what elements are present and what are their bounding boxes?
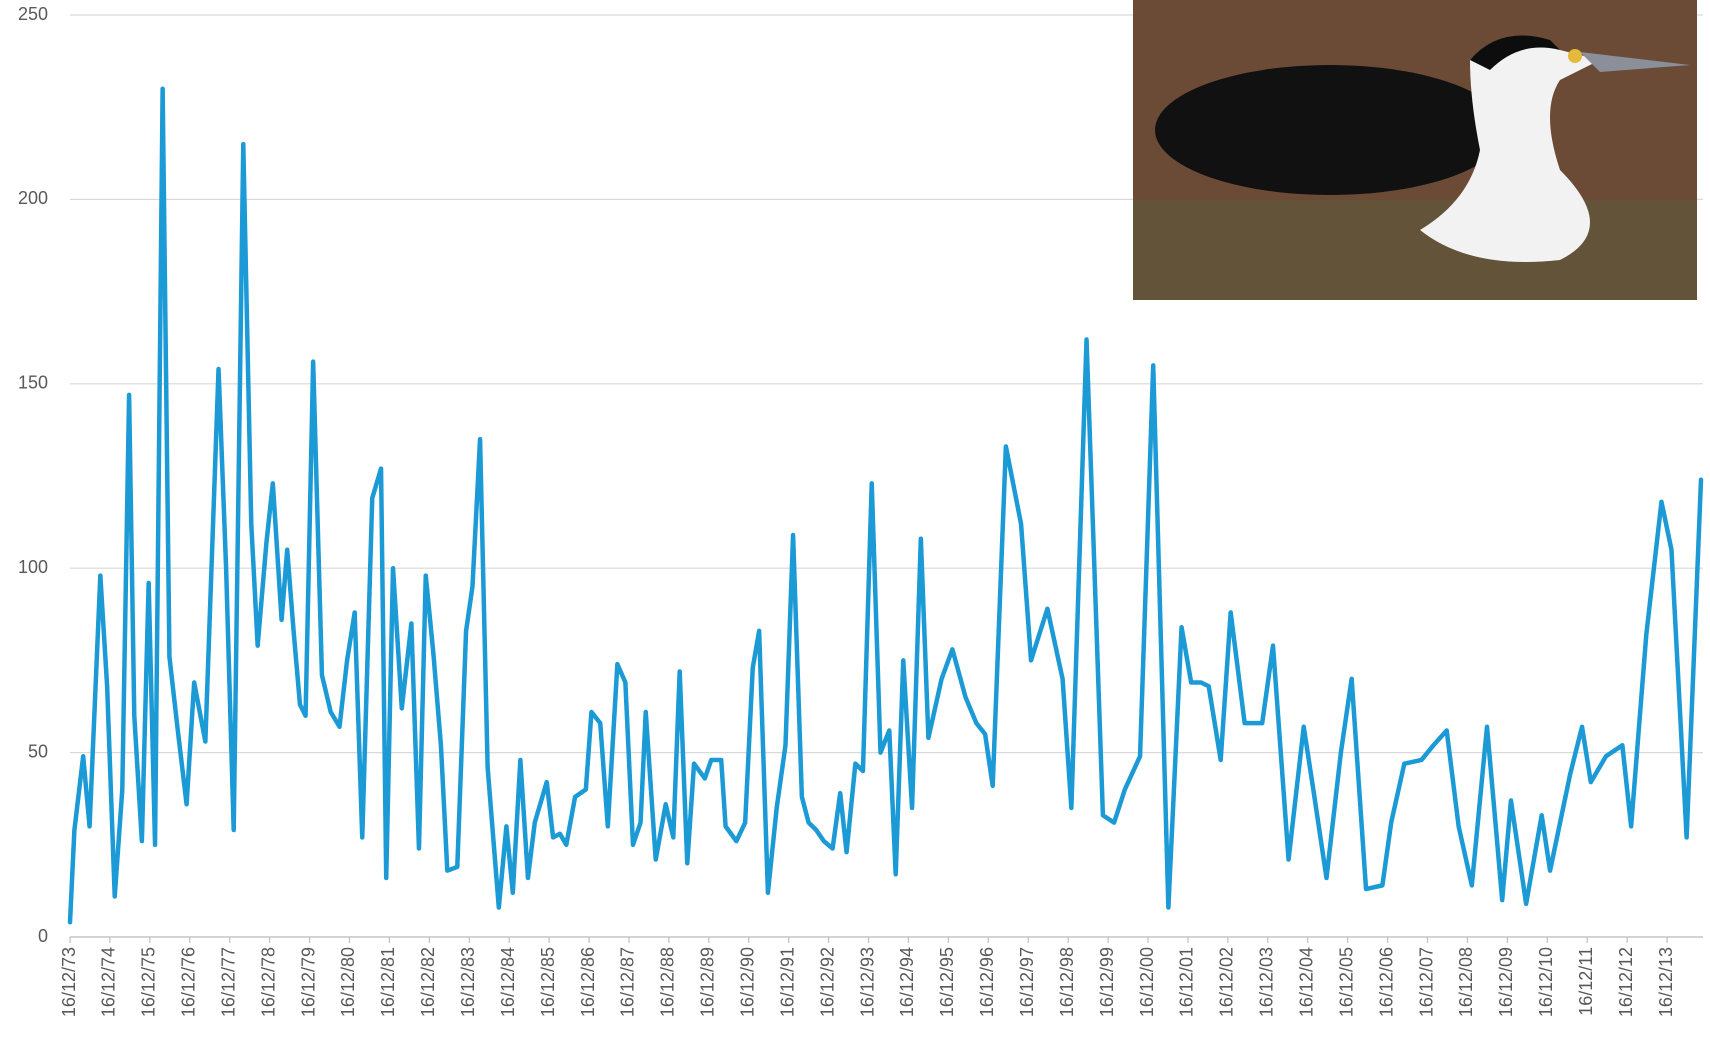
- y-tick-label: 150: [18, 373, 48, 393]
- bird-eye: [1568, 49, 1582, 63]
- x-tick-label: 16/12/93: [857, 947, 877, 1017]
- x-tick-label: 16/12/87: [618, 947, 638, 1017]
- x-tick-label: 16/12/89: [698, 947, 718, 1017]
- x-tick-label: 16/12/01: [1177, 947, 1197, 1017]
- photo-ground: [1133, 200, 1697, 300]
- x-tick-label: 16/12/94: [897, 947, 917, 1017]
- y-tick-label: 200: [18, 188, 48, 208]
- x-tick-label: 16/12/96: [977, 947, 997, 1017]
- x-tick-label: 16/12/99: [1097, 947, 1117, 1017]
- x-tick-label: 16/12/88: [658, 947, 678, 1017]
- x-tick-label: 16/12/00: [1137, 947, 1157, 1017]
- x-tick-label: 16/12/82: [418, 947, 438, 1017]
- x-tick-label: 16/12/03: [1257, 947, 1277, 1017]
- plot: 0 50 100 150 200 250 16/12/73 16/12/74 16/12/75 1…: [18, 4, 1704, 1017]
- x-tick-label: 16/12/06: [1376, 947, 1396, 1017]
- x-tick-label: 16/12/92: [817, 947, 837, 1017]
- x-tick-label: 16/12/08: [1456, 947, 1476, 1017]
- y-tick-label: 50: [28, 741, 48, 761]
- x-tick-label: 16/12/97: [1017, 947, 1037, 1017]
- x-tick-label: 16/12/74: [99, 947, 119, 1017]
- x-tick-label: 16/12/80: [338, 947, 358, 1017]
- x-tick-label: 16/12/81: [378, 947, 398, 1017]
- x-tick-label: 16/12/85: [538, 947, 558, 1017]
- bird-chest: [1420, 37, 1600, 263]
- bird-head: [1470, 35, 1560, 70]
- x-tick-label: 16/12/09: [1496, 947, 1516, 1017]
- data-line: [67, 86, 1704, 925]
- x-tick-label: 16/12/78: [258, 947, 278, 1017]
- x-tick-label: 16/12/86: [578, 947, 598, 1017]
- x-tick-label: 16/12/98: [1057, 947, 1077, 1017]
- y-tick-label: 250: [18, 4, 48, 24]
- x-tick-label: 16/12/84: [498, 947, 518, 1017]
- y-tick-label: 0: [38, 926, 48, 946]
- x-tick-label: 16/12/73: [59, 947, 79, 1017]
- x-tick-label: 16/12/83: [458, 947, 478, 1017]
- x-tick-label: 16/12/10: [1536, 947, 1556, 1017]
- x-tick-label: 16/12/11: [1576, 947, 1596, 1016]
- y-tick-label: 100: [18, 557, 48, 577]
- x-tick-label: 16/12/77: [218, 947, 238, 1017]
- bird-beak: [1580, 52, 1690, 72]
- x-tick-label: 16/12/02: [1217, 947, 1237, 1017]
- x-tick-label: 16/12/90: [738, 947, 758, 1017]
- x-tick-label: 16/12/76: [179, 947, 199, 1017]
- x-tick-label: 16/12/12: [1616, 947, 1636, 1017]
- x-tick-label: 16/12/95: [937, 947, 957, 1017]
- x-tick-label: 16/12/05: [1336, 947, 1356, 1017]
- x-tick-label: 16/12/07: [1416, 947, 1436, 1017]
- x-tick-label: 16/12/79: [298, 947, 318, 1017]
- x-tick-label: 16/12/91: [777, 947, 797, 1017]
- x-tick-label: 16/12/04: [1296, 947, 1316, 1017]
- photo: [1133, 0, 1697, 300]
- x-tick-label: 16/12/75: [139, 947, 159, 1017]
- x-tick-label: 16/12/13: [1656, 947, 1676, 1017]
- bird-body: [1155, 65, 1505, 195]
